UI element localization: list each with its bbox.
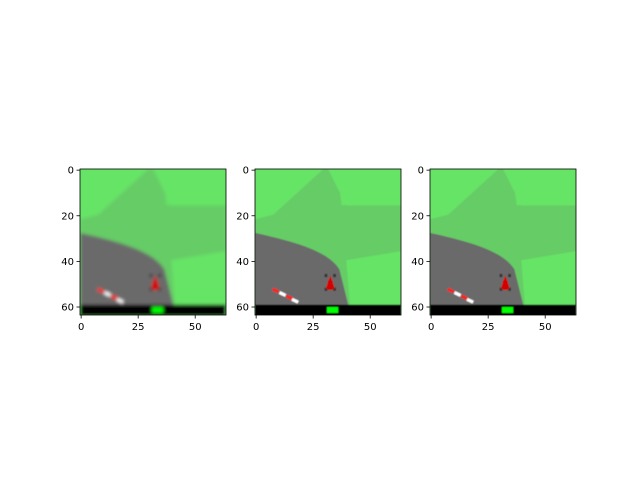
hud-speed-indicator [501,307,514,313]
road [430,232,526,315]
y-tick-label: 0 [68,166,74,177]
y-tick-label: 40 [236,257,249,268]
x-tick-label: 0 [428,322,434,333]
curb-stripe [96,287,105,294]
y-tick-label: 20 [236,211,249,222]
car-wheel [333,287,336,291]
panel-3: 0 25 50 0 20 40 60 [411,166,577,333]
curb-stripe [446,287,455,294]
y-tick-label: 40 [61,257,74,268]
hud-speed-indicator [326,307,339,313]
car-wheel [158,287,161,291]
grass-tile-light [255,169,324,220]
car [324,273,336,291]
y-tick-label: 60 [411,303,424,314]
x-tick-label: 25 [307,322,320,333]
x-tick-label: 50 [189,322,202,333]
axes-frame [429,168,577,316]
car-wheel [158,273,161,278]
car-wheel [499,287,503,291]
x-tick-label: 25 [132,322,145,333]
x-tick-label: 50 [364,322,377,333]
y-tick-label: 60 [61,303,74,314]
car-body [152,280,159,290]
x-tick-label: 25 [482,322,495,333]
y-tick-label: 60 [236,303,249,314]
axes-frame [254,168,402,316]
game-frame [430,169,576,315]
curb-stripe [291,297,299,304]
x-tick-label: 0 [253,322,259,333]
car [499,273,511,291]
curb-stripe [116,297,124,304]
grass-tile-light [521,251,576,315]
car-wheel [324,273,328,278]
panel-1: 0 25 50 0 20 40 60 [61,166,227,333]
car-wheel [499,273,503,278]
curb-stripe [278,291,287,297]
game-frame [80,169,226,315]
curb-stripe [285,294,294,301]
car-wheel [508,273,511,278]
y-tick-label: 0 [243,166,249,177]
axes-frame [79,168,227,316]
curb-stripe [460,294,469,301]
car-wheel [333,273,336,278]
car-wheel [324,287,328,291]
car-wheel [149,273,153,278]
grass-tile-light [337,169,401,206]
y-tick-label: 0 [418,166,424,177]
x-tick-label: 50 [539,322,552,333]
car-body [327,280,334,290]
grass-tile-light [512,169,576,206]
hud-speed-indicator [151,307,164,313]
grass-tile-light [430,169,499,220]
x-tick-label: 0 [78,322,84,333]
game-frame [255,169,401,315]
car-wheel [508,287,511,291]
curb-stripe [271,287,280,294]
y-tick-label: 40 [411,257,424,268]
curb-stripe [466,297,474,304]
car [149,273,161,291]
curb-stripe [453,291,462,297]
curb-stripe [110,294,119,301]
grass-tile-light [346,251,401,315]
car-body [502,280,509,290]
grass-tile-light [80,169,149,220]
grass-tile-light [162,169,226,206]
curb-stripe [103,291,112,297]
road [255,232,351,315]
panels-group: 0 25 50 0 20 40 60 0 25 50 0 20 40 60 0 25 50 0 20 40 60 [61,166,577,333]
grass-tile-light [171,251,226,315]
road [80,232,176,315]
y-tick-label: 20 [411,211,424,222]
y-tick-label: 20 [61,211,74,222]
panel-2: 0 25 50 0 20 40 60 [236,166,402,333]
car-wheel [149,287,153,291]
